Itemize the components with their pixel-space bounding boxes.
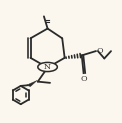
Text: N: N	[44, 63, 51, 71]
Text: O: O	[80, 75, 87, 83]
Text: O: O	[96, 47, 103, 55]
Polygon shape	[26, 80, 37, 86]
Ellipse shape	[38, 62, 57, 72]
